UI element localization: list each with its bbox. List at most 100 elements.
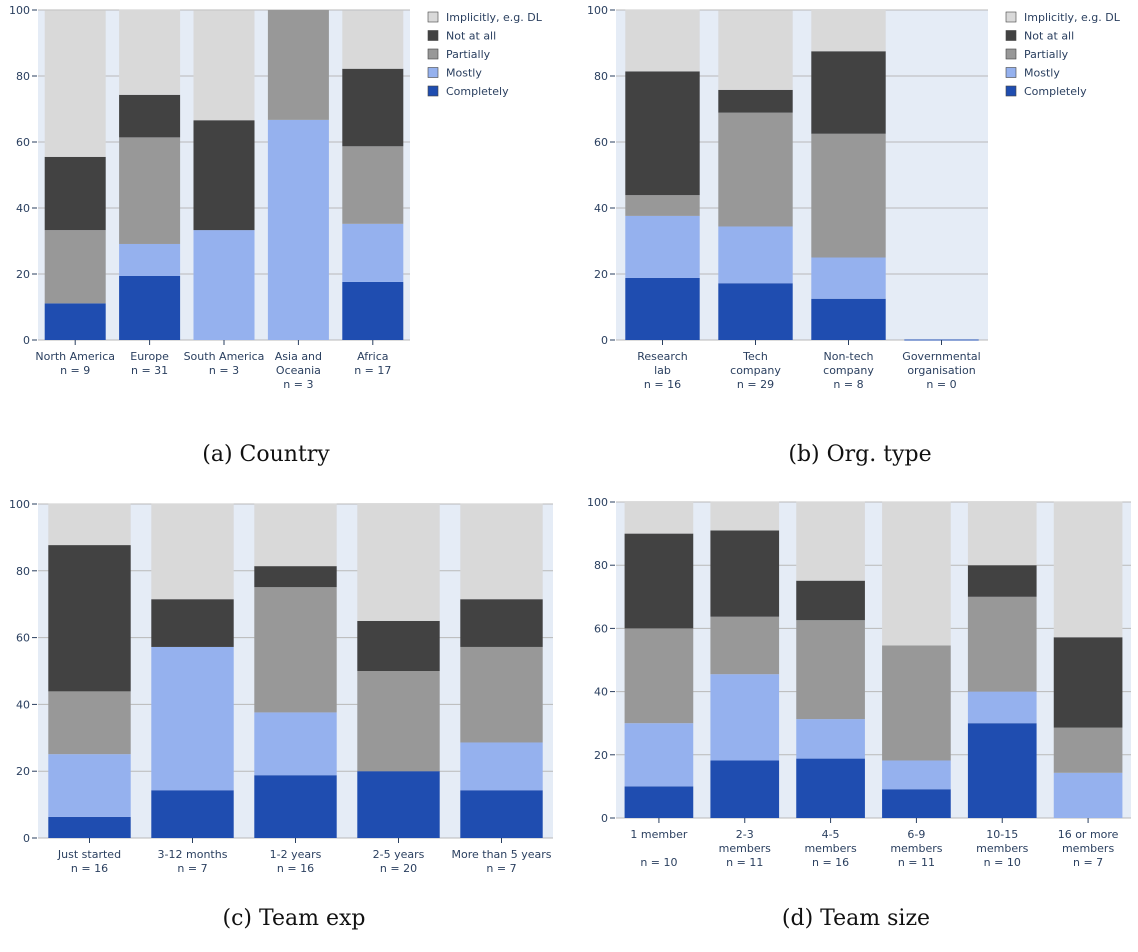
bar-segment-mostly [624, 723, 694, 787]
x-tick-label: company [730, 364, 781, 377]
y-tick-label: 100 [9, 4, 30, 17]
y-tick-label: 20 [594, 749, 608, 762]
y-tick-label: 100 [587, 4, 608, 17]
bar-segment-implicitly-e-g-dl [254, 503, 337, 567]
x-tick-label: Research [637, 350, 687, 363]
x-tick-label: n = 16 [812, 856, 849, 869]
bar-segment-mostly [718, 226, 793, 284]
bar-segment-not-at-all [710, 530, 780, 617]
bar-segment-implicitly-e-g-dl [718, 10, 793, 90]
bar-segment-not-at-all [811, 51, 886, 134]
x-tick-label: 16 or more [1058, 828, 1119, 841]
y-tick-label: 80 [594, 559, 608, 572]
legend-label: Implicitly, e.g. DL [1024, 11, 1121, 24]
bar-segment-partially [119, 137, 181, 244]
y-tick-label: 20 [594, 268, 608, 281]
legend-label: Partially [446, 48, 491, 61]
bar-segment-completely [710, 760, 780, 818]
x-tick-label: 4-5 [822, 828, 840, 841]
x-tick-label: Tech [742, 350, 768, 363]
x-tick-label: members [804, 842, 856, 855]
y-tick-label: 60 [16, 136, 30, 149]
chart-org-type: 0 20 40 60 80 100 Research lab n = 16 Tech company… [578, 0, 1138, 420]
bar-segment-mostly [267, 119, 329, 340]
bar-segment-completely [254, 775, 337, 838]
bar-segment-completely [882, 789, 951, 818]
bar-segment-implicitly-e-g-dl [44, 10, 106, 157]
chart-country: 0 20 40 60 80 100 North America n = 9 Europe n = … [0, 0, 560, 420]
y-tick-label: 100 [587, 496, 608, 509]
x-tick-label: 3-12 months [158, 848, 228, 861]
bar-segment-mostly [1053, 772, 1123, 818]
y-tick-label: 60 [594, 622, 608, 635]
bar-segment-partially [342, 146, 404, 224]
bar-segment-partially [460, 646, 543, 743]
bar-segment-implicitly-e-g-dl [1053, 501, 1123, 638]
bar-segment-partially [718, 112, 793, 227]
bar-segment-implicitly-e-g-dl [48, 503, 131, 546]
bar-segment-not-at-all [718, 89, 793, 113]
x-tick-label: Oceania [276, 364, 321, 377]
bar-segment-partially [811, 133, 886, 258]
bar-segment-mostly [342, 223, 404, 282]
y-tick-label: 40 [594, 202, 608, 215]
x-tick-label: South America [184, 350, 265, 363]
x-tick-label: n = 29 [737, 378, 774, 391]
legend-swatch [1005, 48, 1017, 60]
bar-segment-completely [718, 283, 793, 340]
y-tick-label: 20 [16, 765, 30, 778]
legend-swatch [427, 48, 439, 60]
legend-swatch [1005, 85, 1017, 97]
bar-segment-not-at-all [44, 156, 106, 231]
legend-swatch [1005, 11, 1017, 23]
bar-segment-not-at-all [342, 68, 404, 147]
bar-segment-not-at-all [460, 599, 543, 647]
legend-label: Partially [1024, 48, 1069, 61]
bar-segment-not-at-all [193, 120, 255, 231]
x-tick-label: Governmental [902, 350, 980, 363]
x-tick-label: Europe [130, 350, 169, 363]
x-tick-label: n = 11 [726, 856, 763, 869]
caption-country: (a) Country [202, 442, 330, 467]
legend-label: Implicitly, e.g. DL [446, 11, 543, 24]
x-tick-label: n = 7 [177, 862, 207, 875]
legend-swatch [427, 85, 439, 97]
bar-segment-implicitly-e-g-dl [342, 10, 404, 69]
bar-segment-not-at-all [119, 94, 181, 138]
bar-segment-mostly [460, 742, 543, 791]
bar-segment-partially [1053, 727, 1123, 773]
y-tick-label: 0 [601, 812, 608, 825]
y-tick-label: 80 [594, 70, 608, 83]
x-tick-label: lab [654, 364, 671, 377]
bar-segment-mostly [796, 719, 865, 759]
x-tick-label: n = 3 [209, 364, 239, 377]
bar-segment-mostly [625, 215, 700, 278]
bar-segment-mostly [967, 691, 1037, 724]
caption-org-type: (b) Org. type [788, 442, 932, 467]
x-tick-label: n = 10 [640, 856, 677, 869]
bar-segment-completely [48, 816, 131, 838]
bar-segment-completely [119, 275, 181, 340]
x-tick-label: n = 31 [131, 364, 168, 377]
y-tick-label: 40 [16, 698, 30, 711]
legend-swatch [427, 67, 439, 78]
bar-segment-partially [882, 645, 951, 761]
y-tick-label: 20 [16, 268, 30, 281]
x-tick-label: More than 5 years [451, 848, 551, 861]
bar-segment-partially [357, 671, 440, 772]
bar-segment-partially [625, 195, 700, 216]
legend-swatch [1005, 67, 1017, 78]
x-tick-label: n = 17 [354, 364, 391, 377]
x-tick-label: n = 7 [486, 862, 516, 875]
bar-segment-completely [460, 790, 543, 838]
y-tick-label: 0 [23, 334, 30, 347]
x-tick-label: Non-tech [824, 350, 874, 363]
x-tick-label: members [976, 842, 1028, 855]
x-tick-label: Just started [57, 848, 121, 861]
bar-segment-implicitly-e-g-dl [193, 10, 255, 121]
bar-segment-not-at-all [254, 566, 337, 588]
x-tick-label: n = 8 [833, 378, 863, 391]
bar-segment-not-at-all [48, 545, 131, 692]
